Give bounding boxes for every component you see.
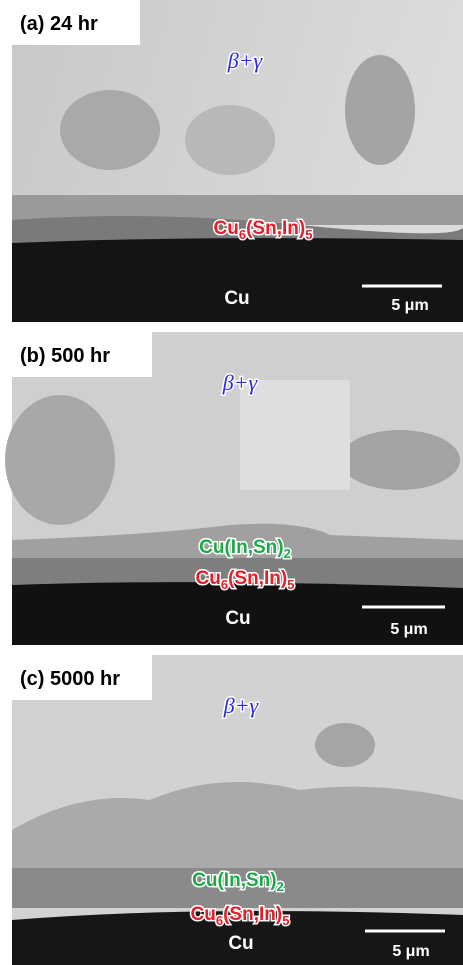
phase-sub: 6 [239, 227, 246, 242]
phase-sub: 5 [282, 913, 289, 928]
phase-sub: 6 [216, 913, 223, 928]
grain [340, 430, 460, 490]
phase-part: (Sn,In) [228, 568, 287, 589]
phase-sub: 2 [277, 879, 284, 894]
phase-part: β+γ [227, 48, 264, 73]
phase-part: β+γ [223, 693, 260, 718]
phase-label: Cu6(Sn,In)5 [214, 218, 313, 242]
panel-label: (a) 24 hr [20, 13, 98, 35]
phase-part: Cu(In,Sn) [192, 870, 276, 891]
phase-label: Cu(In,Sn)2 [192, 870, 284, 894]
grain [345, 55, 415, 165]
substrate-label: Cu [224, 288, 249, 309]
phase-label: Cu(In,Sn)2 [199, 537, 291, 561]
panel-label: (b) 500 hr [20, 345, 110, 367]
substrate-label: Cu [225, 608, 250, 629]
grain [315, 723, 375, 767]
phase-label: β+γ [227, 48, 264, 73]
phase-sub: 5 [287, 577, 294, 592]
phase-sub: 6 [221, 577, 228, 592]
phase-part: β+γ [222, 370, 259, 395]
phase-part: Cu(In,Sn) [199, 537, 283, 558]
phase-label: β+γ [222, 370, 259, 395]
phase-sub: 5 [305, 227, 312, 242]
phase-sub: 2 [284, 546, 291, 561]
phase-label: Cu6(Sn,In)5 [196, 568, 295, 592]
grain [185, 105, 275, 175]
grain [60, 90, 160, 170]
scale-bar-label: 5 μm [390, 621, 427, 638]
scale-bar-label: 5 μm [392, 943, 429, 960]
figure: (a) 24 hr β+γ Cu6(Sn,In)5 Cu 5 μm (b) 50… [0, 0, 463, 965]
substrate-label: Cu [228, 933, 253, 954]
phase-part: (Sn,In) [246, 218, 305, 239]
phase-label: Cu6(Sn,In)5 [191, 904, 290, 928]
phase-label: β+γ [223, 693, 260, 718]
panel-label: (c) 5000 hr [20, 668, 120, 690]
panel-a: (a) 24 hr β+γ Cu6(Sn,In)5 Cu 5 μm [12, 0, 463, 322]
panel-c: (c) 5000 hr β+γ Cu(In,Sn)2 Cu6(Sn,In)5 C… [12, 655, 463, 965]
scale-bar-label: 5 μm [391, 297, 428, 314]
page: {"panels": [ {"label": "(a) 24 hr", "pha… [0, 0, 463, 965]
phase-part: Cu [191, 904, 216, 925]
panel-b: (b) 500 hr β+γ Cu(In,Sn)2 Cu6(Sn,In)5 Cu… [5, 332, 463, 645]
grain [240, 380, 350, 490]
phase-part: Cu [196, 568, 221, 589]
phase-part: Cu [214, 218, 239, 239]
phase-part: (Sn,In) [223, 904, 282, 925]
grain [5, 395, 115, 525]
